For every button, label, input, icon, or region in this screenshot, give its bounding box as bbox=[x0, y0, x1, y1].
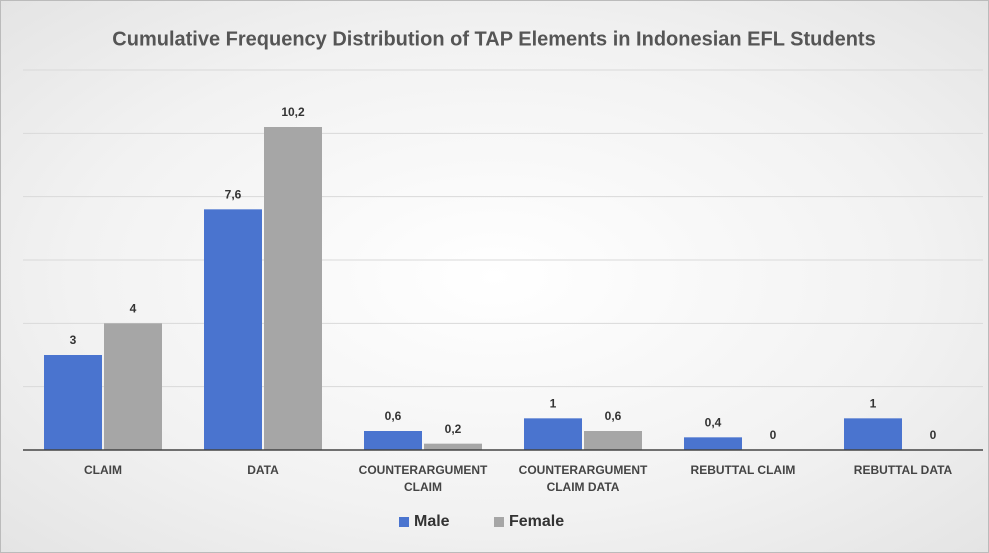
data-label: 0,6 bbox=[385, 409, 402, 423]
legend-swatch bbox=[494, 517, 504, 527]
bar bbox=[364, 431, 422, 450]
x-tick-label: DATA bbox=[247, 463, 279, 477]
data-label: 4 bbox=[130, 302, 137, 316]
bar bbox=[584, 431, 642, 450]
data-label: 0,6 bbox=[605, 409, 622, 423]
bar bbox=[844, 418, 902, 450]
data-label: 0 bbox=[930, 428, 937, 442]
x-tick-label: REBUTTAL CLAIM bbox=[690, 463, 796, 477]
bar bbox=[204, 209, 262, 450]
bar bbox=[44, 355, 102, 450]
chart-title: Cumulative Frequency Distribution of TAP… bbox=[112, 28, 875, 50]
bar bbox=[104, 323, 162, 450]
data-label: 7,6 bbox=[225, 188, 242, 202]
bar bbox=[524, 418, 582, 450]
data-label: 0 bbox=[770, 428, 777, 442]
legend-swatch bbox=[399, 517, 409, 527]
x-tick-label: COUNTERARGUMENT CLAIM bbox=[358, 463, 488, 494]
data-label: 1 bbox=[550, 397, 557, 411]
bar bbox=[424, 443, 482, 450]
legend-label: Female bbox=[509, 513, 564, 530]
data-label: 10,2 bbox=[281, 105, 305, 119]
data-label: 0,4 bbox=[705, 416, 722, 430]
x-tick-label: CLAIM bbox=[84, 463, 122, 477]
x-tick-label: COUNTERARGUMENT CLAIM DATA bbox=[518, 463, 648, 494]
bar bbox=[684, 437, 742, 450]
legend-label: Male bbox=[414, 513, 450, 530]
data-label: 1 bbox=[870, 397, 877, 411]
data-label: 0,2 bbox=[445, 422, 462, 436]
x-tick-label: REBUTTAL DATA bbox=[853, 463, 953, 477]
data-label: 3 bbox=[70, 333, 77, 347]
bar bbox=[264, 127, 322, 450]
